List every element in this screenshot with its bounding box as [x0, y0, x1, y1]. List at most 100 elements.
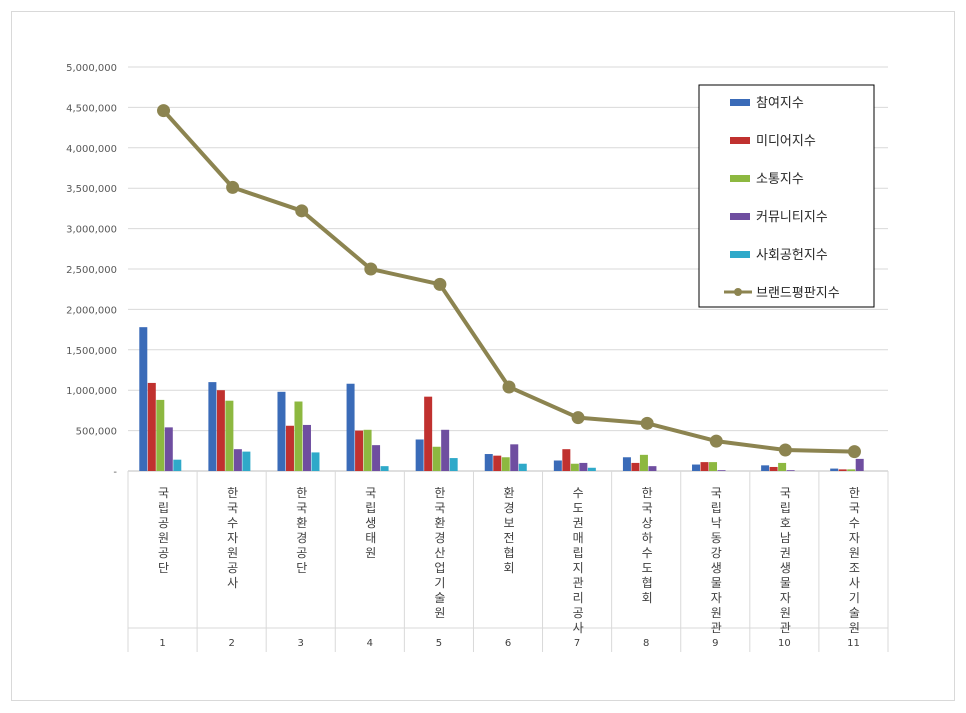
bar	[208, 382, 217, 471]
bar	[769, 466, 778, 471]
bar	[778, 462, 787, 471]
y-tick-label: 500,000	[76, 427, 117, 438]
x-category-index: 6	[505, 638, 511, 649]
legend-label: 참여지수	[756, 96, 804, 111]
legend-swatch-marker	[734, 288, 742, 296]
line-point	[502, 380, 516, 394]
bar	[216, 390, 225, 471]
bar	[277, 391, 286, 471]
legend-label: 커뮤니티지수	[756, 210, 828, 225]
bar	[838, 469, 847, 471]
x-category-index: 7	[574, 638, 580, 649]
legend-box	[698, 84, 875, 308]
y-tick-label: 1,000,000	[66, 386, 117, 397]
legend-swatch	[730, 175, 750, 182]
bar	[501, 457, 510, 471]
bar	[380, 466, 389, 471]
line-point	[847, 445, 861, 459]
bar	[700, 462, 709, 471]
bar-series	[139, 327, 864, 471]
bar	[311, 452, 320, 471]
bar	[518, 463, 527, 471]
bar	[285, 425, 294, 471]
x-category-index: 2	[228, 638, 234, 649]
bar	[432, 446, 441, 471]
line-point	[364, 262, 378, 276]
bar	[855, 458, 864, 471]
bar	[147, 382, 156, 471]
bar	[415, 439, 424, 471]
line-point	[778, 443, 792, 457]
x-category-index: 8	[643, 638, 649, 649]
y-tick-label: 1,500,000	[66, 346, 117, 357]
bar	[562, 449, 571, 471]
line-point	[295, 204, 309, 218]
bar	[372, 445, 381, 471]
bar	[164, 427, 173, 471]
y-tick-label: 4,000,000	[66, 144, 117, 155]
y-tick-label: 3,500,000	[66, 184, 117, 195]
bar	[346, 383, 355, 471]
bar	[692, 464, 701, 471]
bar	[355, 430, 364, 471]
bar	[441, 429, 450, 471]
x-category-index: 11	[847, 638, 860, 649]
bar	[363, 429, 372, 471]
x-category-index: 3	[298, 638, 304, 649]
bar	[139, 327, 148, 471]
bar	[622, 457, 631, 471]
line-point	[640, 416, 654, 430]
line-point	[433, 277, 447, 291]
legend-swatch	[730, 137, 750, 144]
legend-label: 소통지수	[756, 172, 804, 187]
bar	[233, 449, 242, 471]
bar	[156, 399, 165, 471]
bar	[510, 444, 519, 471]
bar	[570, 463, 579, 471]
x-category-index: 10	[778, 638, 791, 649]
bar	[761, 465, 770, 471]
x-category-index: 5	[436, 638, 442, 649]
legend-label: 브랜드평판지수	[756, 286, 840, 301]
bar	[302, 424, 311, 471]
y-axis-ticks: - 500,000 1,000,000 1,500,000 2,000,000 2,500…	[66, 63, 117, 478]
bar	[225, 400, 234, 471]
bar	[709, 462, 718, 471]
line-series	[157, 104, 861, 459]
y-tick-label: 4,500,000	[66, 103, 117, 114]
bar	[786, 470, 795, 471]
bar	[294, 401, 303, 471]
legend-swatch	[730, 99, 750, 106]
x-category-index: 4	[367, 638, 373, 649]
bar	[648, 466, 657, 471]
bar	[631, 462, 640, 471]
line-point	[226, 180, 240, 194]
legend-swatch	[730, 213, 750, 220]
y-tick-label: 5,000,000	[66, 63, 117, 74]
y-tick-label: 2,000,000	[66, 305, 117, 316]
bar	[830, 468, 839, 471]
x-category-index: 1	[159, 638, 165, 649]
bar	[493, 455, 502, 471]
line-point	[571, 411, 585, 425]
y-tick-label: 2,500,000	[66, 265, 117, 276]
bar	[242, 451, 251, 471]
bar	[717, 470, 726, 471]
bar	[553, 460, 562, 471]
bar	[587, 467, 596, 471]
legend-label: 미디어지수	[756, 134, 816, 149]
legend-label: 사회공헌지수	[756, 248, 828, 263]
